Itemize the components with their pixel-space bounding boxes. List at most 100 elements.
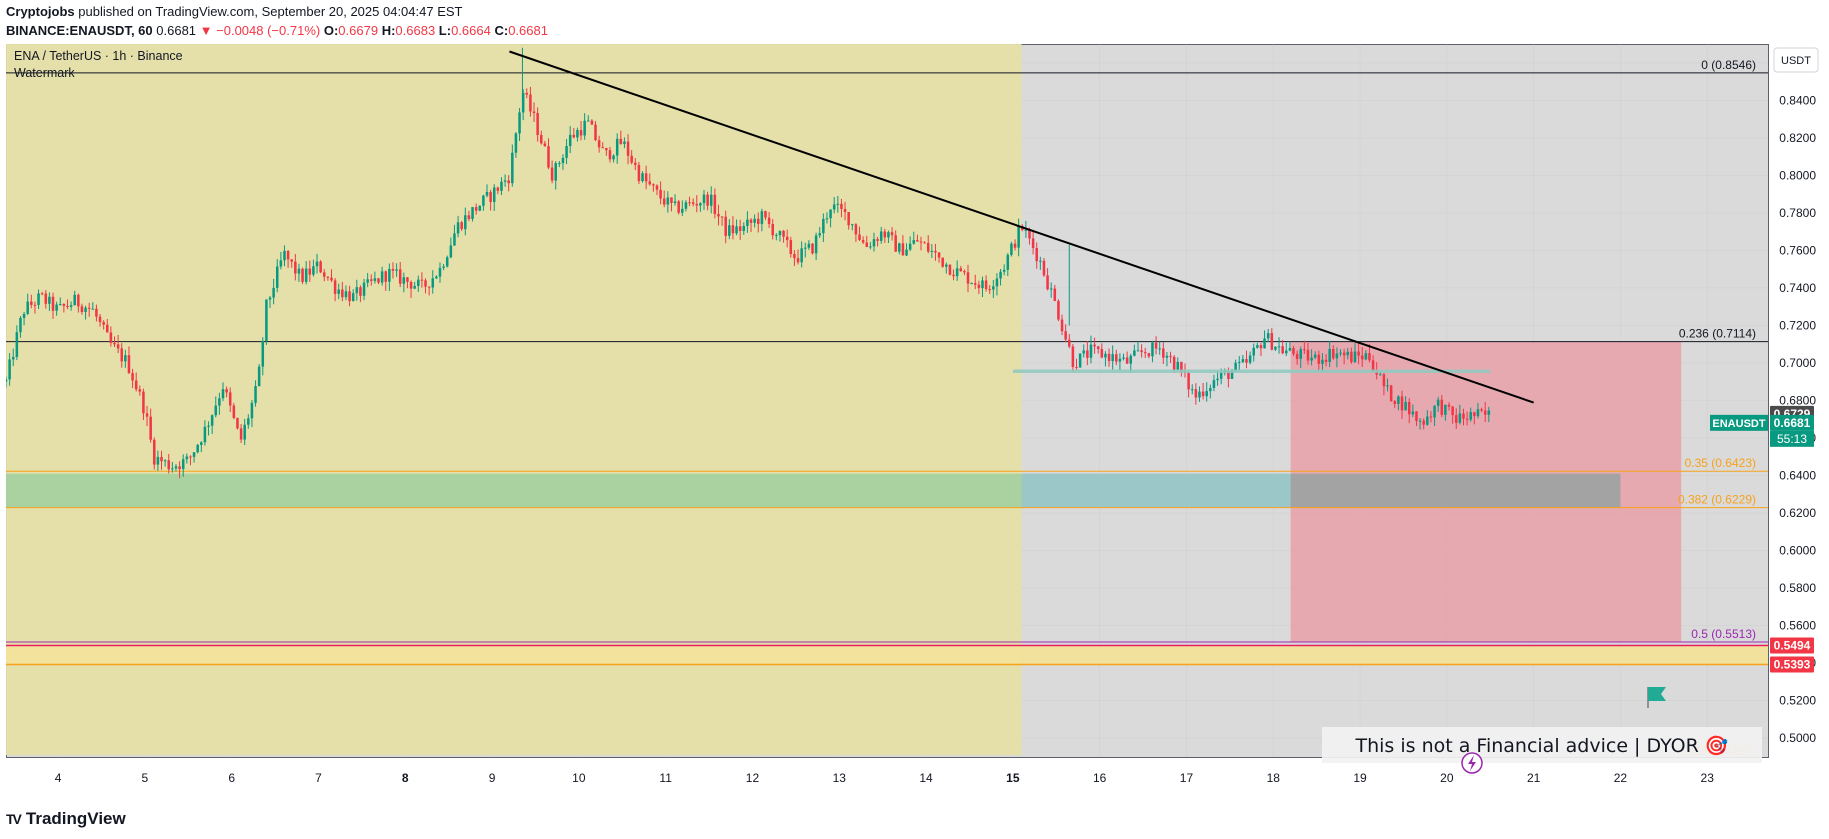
candle-body: [1086, 350, 1089, 358]
candle-body: [955, 268, 959, 277]
candle-body: [48, 296, 51, 304]
candle-body: [453, 233, 456, 246]
candle-body: [854, 224, 858, 235]
candle-body: [912, 240, 916, 244]
price-axis[interactable]: 0.86000.84000.82000.80000.78000.76000.74…: [1710, 56, 1816, 745]
countdown-label: 55:13: [1777, 432, 1807, 446]
candle-body: [312, 266, 315, 275]
candle-body: [1386, 385, 1389, 387]
candle-body: [753, 218, 756, 223]
candle-body: [22, 313, 26, 318]
candle-body: [836, 203, 840, 205]
candle-body: [1227, 370, 1230, 380]
candle-body: [576, 130, 579, 138]
candle-body: [1371, 360, 1375, 371]
candle-body: [127, 355, 131, 374]
price-tick: 0.8200: [1779, 131, 1816, 145]
candle-body: [1418, 420, 1422, 422]
candle-body: [116, 344, 120, 349]
candle-body: [554, 163, 557, 181]
candle-body: [185, 456, 189, 460]
candle-body: [362, 282, 366, 296]
candle-body: [684, 202, 688, 209]
candle-body: [724, 216, 727, 236]
candle-body: [192, 452, 196, 457]
candle-body: [330, 277, 333, 281]
candle-body: [449, 245, 453, 258]
price-chart[interactable]: 0 (0.8546) 0.236 (0.7114) 0.35 (0.6423) 0.3…: [6, 44, 1824, 804]
candle-body: [131, 373, 134, 381]
candle-body: [98, 316, 102, 323]
candle-body: [1024, 229, 1028, 231]
candle-body: [655, 185, 659, 190]
candle-body: [800, 248, 803, 263]
candle-body: [507, 180, 510, 184]
open-value: 0.6679: [338, 23, 379, 38]
candle-body: [207, 425, 210, 427]
candle-body: [1342, 352, 1346, 356]
candle-body: [1143, 352, 1147, 354]
candle-body: [105, 324, 109, 333]
time-tick: 10: [572, 771, 586, 785]
candle-body: [1241, 359, 1245, 363]
candle-body: [134, 380, 138, 390]
downtrend-line: [509, 50, 1534, 404]
candle-body: [322, 272, 326, 277]
candle-body: [1060, 319, 1064, 332]
candle-body: [785, 236, 789, 241]
time-tick: 20: [1440, 771, 1454, 785]
candle-body: [1216, 378, 1219, 381]
candle-body: [995, 278, 999, 287]
candle-body: [1046, 275, 1049, 290]
candle-body: [1288, 348, 1292, 351]
candle-body: [1458, 413, 1462, 423]
candle-body: [6, 379, 8, 382]
candle-body: [1010, 243, 1013, 255]
candle-body: [648, 181, 652, 185]
candle-body: [1292, 348, 1295, 354]
candle-body: [464, 215, 467, 230]
candle-body: [1017, 226, 1020, 248]
candle-body: [728, 225, 731, 236]
candle-body: [1172, 356, 1176, 370]
candle-body: [713, 194, 717, 215]
candle-body: [66, 305, 69, 307]
candle-body: [879, 231, 883, 241]
author-name[interactable]: Cryptojobs: [6, 4, 75, 19]
candle-body: [1379, 374, 1382, 376]
candle-body: [1151, 342, 1154, 357]
candle-body: [142, 391, 145, 414]
candle-body: [33, 304, 37, 306]
candle-body: [977, 284, 981, 289]
fib-level-label: 0.236 (0.7114): [1679, 327, 1756, 341]
candle-body: [558, 163, 561, 165]
candle-body: [58, 304, 62, 306]
currency-badge[interactable]: [1773, 47, 1819, 73]
candle-body: [413, 285, 416, 289]
flag-icon[interactable]: [1647, 687, 1666, 708]
candle-body: [19, 317, 22, 333]
candle-body: [1295, 353, 1299, 359]
candle-body: [883, 231, 887, 238]
ohlc-line: BINANCE:ENAUSDT, 60 0.6681 ▼ −0.0048 (−0…: [6, 21, 548, 40]
candle-body: [156, 456, 160, 465]
tradingview-logo[interactable]: TV TradingView: [6, 809, 126, 829]
time-axis[interactable]: 4 5 6 7 8 9 10 11 12 13 14 15 16 17 18 19 20 21 22 23: [55, 771, 1715, 785]
candle-body: [851, 224, 854, 226]
candle-body: [297, 268, 301, 274]
time-tick: 17: [1180, 771, 1194, 785]
candle-body: [1219, 372, 1223, 379]
candle-body: [673, 201, 677, 203]
candle-body: [644, 173, 648, 182]
candle-body: [102, 322, 105, 325]
candle-body: [941, 257, 944, 267]
currency-badge-label: USDT: [1781, 55, 1811, 67]
candle-body: [1346, 351, 1350, 356]
red-price-tag-2-bg: [1770, 656, 1814, 673]
candle-body: [767, 217, 771, 225]
candle-body: [890, 232, 894, 236]
candle-body: [341, 289, 344, 298]
candle-body: [1281, 346, 1284, 354]
tradingview-logo-icon: TV: [6, 811, 22, 827]
time-tick: 21: [1527, 771, 1541, 785]
